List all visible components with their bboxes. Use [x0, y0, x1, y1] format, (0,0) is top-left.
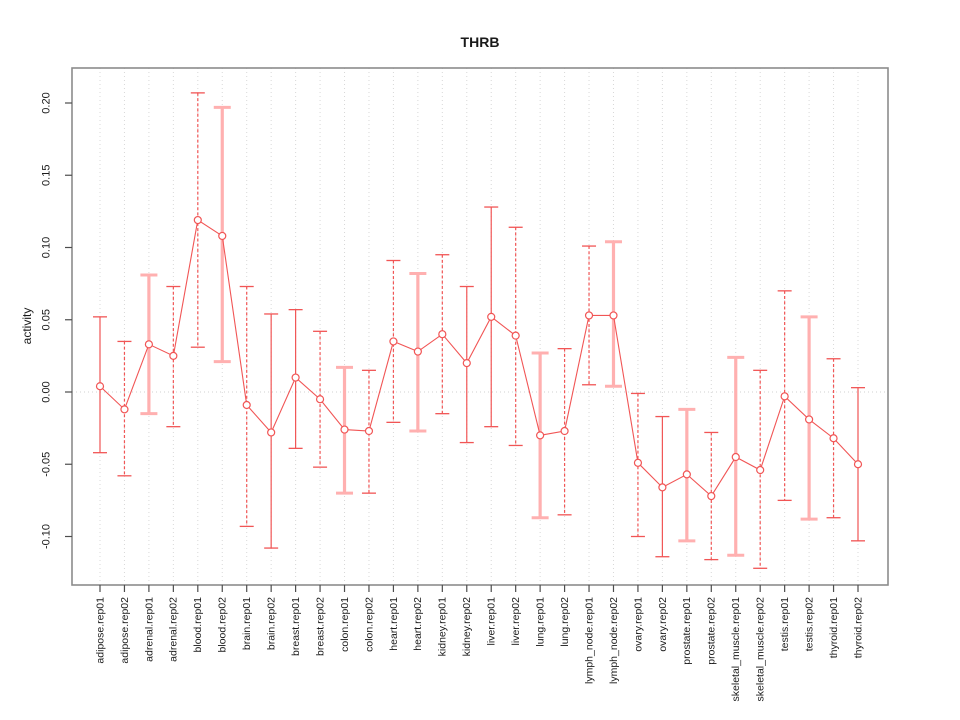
data-point	[193, 215, 202, 225]
y-tick-label: 0.00	[41, 381, 53, 402]
data-point	[120, 405, 129, 414]
x-tick-label: testis.rep02	[803, 597, 815, 651]
x-tick-label: prostate.rep01	[681, 597, 693, 665]
data-point	[218, 231, 227, 241]
data-point	[169, 351, 178, 360]
y-tick-label: 0.15	[41, 165, 53, 186]
data-point	[658, 483, 667, 492]
x-tick-label: liver.rep01	[486, 597, 498, 646]
x-tick-label: blood.rep01	[192, 597, 204, 653]
y-tick-label: 0.05	[41, 309, 53, 330]
data-point	[682, 470, 691, 479]
x-tick-label: thyroid.rep02	[852, 597, 864, 658]
data-point	[584, 311, 594, 320]
data-point	[829, 434, 838, 443]
x-tick-label: adipose.rep02	[119, 597, 131, 664]
x-tick-label: skeletal_muscle.rep02	[755, 597, 767, 702]
x-tick-label: colon.rep01	[339, 597, 351, 652]
x-tick-label: breast.rep02	[314, 597, 326, 656]
series-line	[99, 219, 859, 497]
data-point	[267, 428, 276, 437]
data-point	[853, 460, 863, 469]
data-point	[95, 382, 105, 391]
x-tick-label: brain.rep01	[241, 597, 253, 650]
x-tick-label: adipose.rep01	[94, 597, 106, 664]
x-tick-label: thyroid.rep01	[828, 597, 840, 658]
data-point	[804, 415, 814, 424]
x-tick-label: breast.rep01	[290, 597, 302, 656]
data-point	[389, 337, 398, 346]
data-point	[560, 426, 569, 436]
data-point	[756, 465, 765, 475]
data-point	[438, 330, 447, 339]
x-tick-label: blood.rep02	[217, 597, 229, 653]
data-point	[364, 426, 374, 436]
y-tick-label: 0.20	[41, 92, 53, 113]
x-tick-label: brain.rep02	[266, 597, 278, 650]
data-point	[462, 359, 471, 368]
data-point	[340, 425, 349, 434]
y-tick-label: -0.10	[41, 524, 53, 549]
data-point	[242, 400, 251, 410]
chart-title: THRB	[461, 34, 500, 50]
x-tick-label: ovary.rep02	[657, 597, 669, 652]
plot-layer: 0.20 0.15 0.10 0.05 0.00 -0.05 -0.10 adipose.re…	[41, 67, 889, 702]
data-point	[780, 392, 789, 401]
data-point	[413, 347, 422, 356]
x-tick-label: kidney.rep01	[437, 597, 449, 657]
x-tick-label: adrenal.rep02	[168, 597, 180, 662]
x-tick-label: prostate.rep02	[706, 597, 718, 665]
x-tick-label: liver.rep02	[510, 597, 522, 646]
data-point	[609, 311, 618, 320]
x-tick-label: lung.rep02	[559, 597, 571, 647]
y-tick-label: 0.10	[41, 237, 53, 258]
data-point	[633, 458, 643, 467]
x-tick-label: heart.rep02	[412, 597, 424, 651]
y-tick-label: -0.05	[41, 452, 53, 477]
plot-border	[71, 67, 889, 586]
data-point	[291, 373, 300, 382]
x-tick-label: lung.rep01	[534, 597, 546, 647]
data-point	[536, 431, 545, 440]
data-point	[511, 331, 520, 340]
x-tick-label: heart.rep01	[388, 597, 400, 651]
x-tick-label: testis.rep01	[779, 597, 791, 651]
x-tick-label: ovary.rep01	[632, 597, 644, 652]
data-point	[144, 340, 154, 349]
x-tick-label: lymph_node.rep01	[583, 597, 595, 684]
y-axis-label: activity	[20, 308, 34, 345]
x-tick-label: adrenal.rep01	[143, 597, 155, 662]
x-tick-label: kidney.rep02	[461, 597, 473, 657]
x-tick-label: lymph_node.rep02	[608, 597, 620, 684]
x-tick-label: skeletal_muscle.rep01	[730, 597, 742, 702]
data-point	[487, 312, 496, 321]
data-point	[731, 452, 740, 462]
data-point	[315, 395, 325, 404]
x-tick-label: colon.rep02	[363, 597, 375, 652]
data-point	[707, 491, 716, 501]
